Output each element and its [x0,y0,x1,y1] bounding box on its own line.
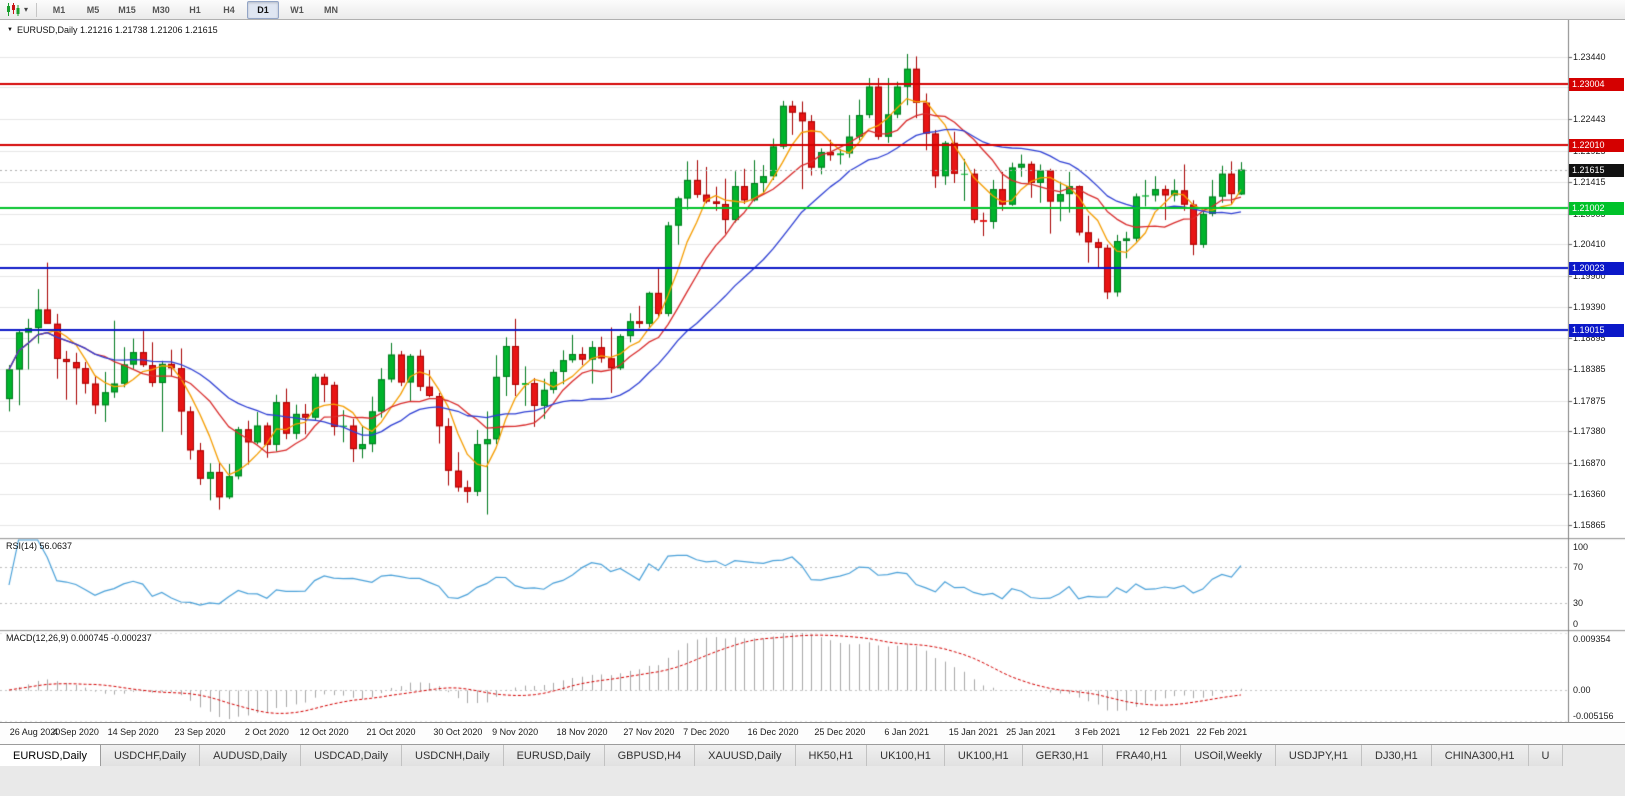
price-scale[interactable] [1568,20,1625,722]
toolbar-separator [36,2,38,17]
down-triangle-icon: ▼ [7,27,13,33]
dropdown-caret-icon[interactable]: ▾ [24,5,29,14]
macd-indicator-label: MACD(12,26,9) 0.000745 -0.000237 [6,633,152,643]
chart-tab[interactable]: GBPUSD,H4 [604,745,696,766]
timeframe-button-m5[interactable]: M5 [86,4,100,15]
chart-tab[interactable]: USDCNH,Daily [402,745,504,766]
chart-tab[interactable]: USOil,Weekly [1181,745,1276,766]
timeframe-button-m30[interactable]: M30 [152,4,170,15]
chart-tab[interactable]: CHINA300,H1 [1431,745,1529,766]
timeframe-button-h1[interactable]: H1 [189,4,201,15]
chart-tab[interactable]: XAUUSD,Daily [695,745,796,766]
chart-tab[interactable]: FRA40,H1 [1102,745,1182,766]
window-background [0,766,1625,796]
chart-tab[interactable]: EURUSD,Daily [503,745,605,766]
timeframe-button-d1[interactable]: D1 [247,0,280,19]
timeframe-button-h4[interactable]: H4 [223,4,235,15]
chart-tab[interactable]: U [1528,745,1564,766]
rsi-indicator-label: RSI(14) 56.0637 [6,541,73,551]
timeframe-button-m15[interactable]: M15 [118,4,136,15]
chart-tab[interactable]: EURUSD,Daily [0,745,101,766]
chart-tab[interactable]: UK100,H1 [944,745,1023,766]
chart-title: ▼ EURUSD,Daily 1.21216 1.21738 1.21206 1… [7,25,218,35]
timeframe-buttons: M1 M5 M15 M30 H1 H4 D1 W1 MN [43,0,347,19]
timeframe-button-mn[interactable]: MN [324,4,339,15]
chart-tab[interactable]: USDCHF,Daily [100,745,201,766]
chart-toolbar: ▾ M1 M5 M15 M30 H1 H4 D1 W1 MN [0,0,1625,20]
chart-title-text: EURUSD,Daily 1.21216 1.21738 1.21206 1.2… [16,25,218,35]
chart-tab[interactable]: DJ30,H1 [1362,745,1432,766]
chart-tab[interactable]: GER30,H1 [1022,745,1103,766]
price-chart-canvas[interactable] [0,20,1625,722]
candlestick-chart-icon[interactable] [4,2,22,17]
chart-tab[interactable]: HK50,H1 [795,745,868,766]
timeframe-button-w1[interactable]: W1 [290,4,304,15]
chart-tab[interactable]: AUDUSD,Daily [200,745,302,766]
chart-tab[interactable]: UK100,H1 [867,745,945,766]
timeframe-button-m1[interactable]: M1 [52,4,66,15]
time-scale[interactable] [0,722,1625,744]
chart-tab[interactable]: USDCAD,Daily [301,745,403,766]
chart-tab[interactable]: USDJPY,H1 [1275,745,1362,766]
chart-tab-bar: EURUSD,Daily USDCHF,Daily AUDUSD,Daily USDC… [0,744,1625,766]
